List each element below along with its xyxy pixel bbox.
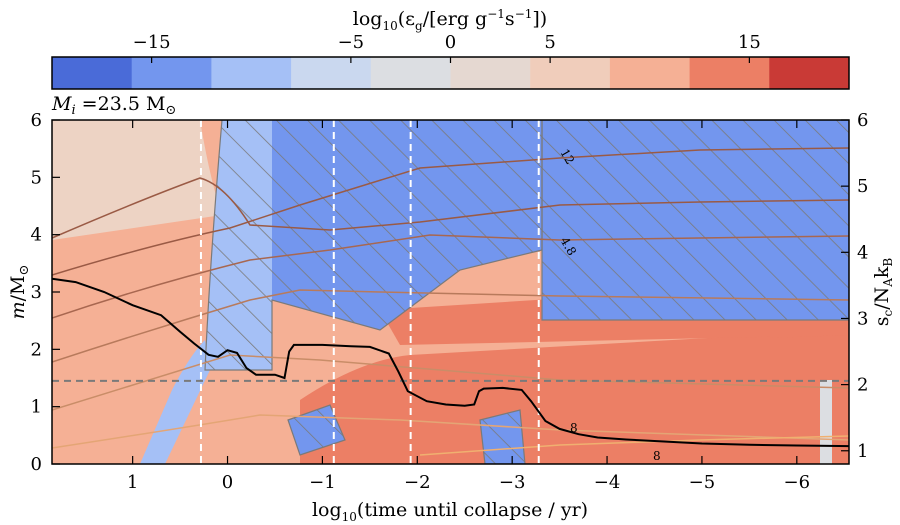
plot-area: 12 4.8 8 8: [52, 120, 849, 464]
region-low-tongue: [140, 340, 210, 464]
colorbar-segment: [211, 57, 292, 89]
colorbar-ticks: [151, 57, 750, 63]
colorbar-segments: [52, 57, 850, 89]
colorbar-segment: [689, 57, 770, 89]
y2-tick-label: 2: [857, 375, 868, 396]
y2-tick-label: 6: [857, 110, 868, 131]
colorbar-segment: [769, 57, 850, 89]
contour-label-1: 12: [557, 147, 577, 167]
region-late-stripe: [770, 320, 849, 338]
contour-line-1: [52, 177, 849, 239]
colorbar-tick-label: 15: [738, 32, 761, 53]
colorbar-segment: [609, 57, 691, 89]
colorbar-segment: [530, 57, 611, 89]
colorbar-segment: [131, 57, 212, 89]
y-tick-label: 5: [31, 167, 42, 188]
initial-mass-label: Mi =23.5 M⊙: [51, 93, 176, 118]
central-entropy-curve: [52, 277, 849, 448]
x-axis-label: log10(time until collapse / yr): [312, 499, 588, 524]
x-tick-label: 0: [222, 472, 233, 493]
hatched-zone-2: [541, 120, 849, 321]
y2-tick-label: 5: [857, 176, 868, 197]
x-tick-label: 1: [127, 472, 138, 493]
contour-line-2: [52, 147, 849, 276]
x-tick-label: −2: [404, 472, 431, 493]
y-tick-label: 0: [31, 454, 42, 475]
y2-tick-label: 1: [857, 441, 868, 462]
contour-line-6: [52, 414, 849, 449]
y-tick-label: 3: [31, 282, 42, 303]
colorbar-tick-label: 5: [544, 32, 555, 53]
y-axis-ticks: 0 1 2 3 4 5 6: [31, 110, 60, 475]
x-tick-label: −3: [499, 472, 526, 493]
contour-line-4: [52, 289, 849, 363]
x-tick-label: −6: [784, 472, 811, 493]
region-late-stripe-2: [820, 380, 832, 464]
y-tick-label: 6: [31, 110, 42, 131]
vertical-dashed-lines: [199, 120, 540, 464]
colorbar-tick-label: −15: [133, 32, 171, 53]
contour-line-5: [52, 354, 849, 411]
colorbar-segment: [52, 57, 133, 89]
colorbar-segment: [450, 57, 531, 89]
colorbar-segment: [370, 57, 451, 89]
colorbar-tick-label: −5: [338, 32, 365, 53]
y-axis-label: m/M⊙: [7, 265, 32, 320]
y2-axis-label: sc/NAkB: [871, 258, 895, 327]
x-axis-ticks: 1 0 −1 −2 −3 −4 −5 −6: [127, 120, 810, 493]
colorbar-tick-label: 0: [445, 32, 456, 53]
colorbar-segment: [291, 57, 372, 89]
y-tick-label: 2: [31, 339, 42, 360]
contour-label-3: 8: [570, 421, 578, 435]
contour-label-4: 8: [653, 449, 661, 463]
y-tick-label: 1: [31, 397, 42, 418]
region-outer-envelope: [52, 120, 222, 240]
x-tick-label: −5: [689, 472, 716, 493]
y2-tick-label: 4: [857, 242, 868, 263]
hatched-zone-3: [287, 404, 526, 464]
colorbar-label: log10(εg/[erg g−1s−1]): [353, 7, 547, 33]
contour-line-3: [52, 234, 849, 319]
x-tick-label: −1: [309, 472, 336, 493]
contour-lines: [52, 147, 849, 456]
y2-tick-label: 3: [857, 308, 868, 329]
y-tick-label: 4: [31, 225, 42, 246]
colorbar: log10(εg/[erg g−1s−1]) −15 −5 0 5 15: [51, 7, 850, 90]
colorbar-tick-labels: −15 −5 0 5 15: [133, 32, 761, 53]
contour-line-7: [419, 435, 849, 456]
x-tick-label: −4: [594, 472, 621, 493]
y2-axis-ticks: 1 2 3 4 5 6: [841, 110, 868, 462]
region-burning-core: [300, 330, 849, 464]
